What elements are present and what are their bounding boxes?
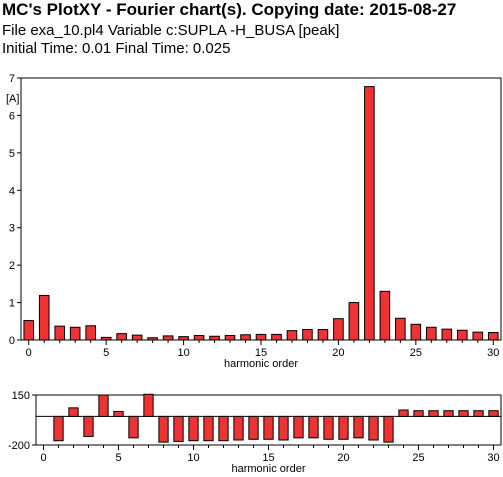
x-tick-label: 25 <box>412 452 424 464</box>
bar-harmonic-14 <box>248 415 259 440</box>
bar-harmonic-13 <box>233 415 244 441</box>
bar-harmonic-19 <box>323 415 334 440</box>
bar-harmonic-3 <box>69 326 81 341</box>
y-tick-label: 150 <box>12 390 30 402</box>
bar-harmonic-5 <box>100 336 112 341</box>
bar-harmonic-17 <box>293 415 304 439</box>
bar-harmonic-24 <box>398 409 409 417</box>
bar-harmonic-21 <box>353 415 364 439</box>
bar-harmonic-6 <box>116 333 127 341</box>
bar-harmonic-16 <box>278 415 289 441</box>
bar-harmonic-23 <box>383 415 394 443</box>
y-tick-label: 4 <box>9 185 15 197</box>
bar-harmonic-0 <box>23 320 35 341</box>
bar-harmonic-18 <box>302 329 313 341</box>
bar-harmonic-19 <box>317 329 329 341</box>
x-tick-label: 20 <box>332 347 344 359</box>
x-tick-label: 5 <box>103 347 109 359</box>
bar-harmonic-1 <box>53 415 64 442</box>
bar-harmonic-15 <box>263 415 274 440</box>
bar-harmonic-20 <box>333 318 344 341</box>
bar-harmonic-7 <box>143 393 154 417</box>
time-range-info: Initial Time: 0.01 Final Time: 0.025 <box>2 40 231 57</box>
bar-harmonic-12 <box>209 335 220 341</box>
bar-harmonic-17 <box>286 330 298 341</box>
y-tick-label: 3 <box>9 223 15 235</box>
bar-harmonic-18 <box>308 415 319 439</box>
x-tick-label: 0 <box>40 452 46 464</box>
bar-harmonic-21 <box>348 302 360 341</box>
bar-harmonic-25 <box>413 410 424 417</box>
phase-chart: 0 5 10 15 20 25 30 150 -200 harmonic order <box>8 390 502 475</box>
bar-harmonic-20 <box>338 415 349 440</box>
bar-harmonic-26 <box>426 326 437 341</box>
x-tick-label: 15 <box>255 347 267 359</box>
bar-harmonic-3 <box>83 415 94 437</box>
bar-harmonic-8 <box>147 337 158 341</box>
file-variable-info: File exa_10.pl4 Variable c:SUPLA -H_BUSA… <box>2 22 340 39</box>
bar-harmonic-4 <box>85 325 96 341</box>
bar-harmonic-27 <box>443 410 454 417</box>
bar-harmonic-13 <box>224 335 236 341</box>
bar-harmonic-30 <box>487 332 499 341</box>
bar-harmonic-28 <box>456 329 468 341</box>
bar-harmonic-12 <box>218 415 229 442</box>
x-tick-label: 30 <box>487 347 499 359</box>
chart-title: MC's PlotXY - Fourier chart(s). Copying … <box>2 0 457 19</box>
y-axis-unit: [A] <box>6 93 19 105</box>
bar-harmonic-1 <box>38 294 50 341</box>
bar-harmonic-2 <box>54 325 66 341</box>
bar-harmonic-14 <box>240 334 251 341</box>
bar-harmonic-11 <box>193 335 205 341</box>
bar-harmonic-22 <box>364 86 375 341</box>
bar-harmonic-4 <box>98 394 109 417</box>
bar-harmonic-11 <box>203 415 214 442</box>
x-tick-label: 15 <box>262 452 274 464</box>
x-tick-label: 5 <box>115 452 121 464</box>
bar-harmonic-16 <box>271 333 282 341</box>
bar-harmonic-6 <box>128 415 139 439</box>
x-axis-title: harmonic order <box>224 358 298 370</box>
bar-harmonic-2 <box>68 407 79 417</box>
x-axis-title: harmonic order <box>232 463 306 475</box>
bar-harmonic-25 <box>410 323 422 341</box>
bar-harmonic-29 <box>473 410 484 417</box>
y-tick-label: 0 <box>9 335 15 347</box>
y-tick-label: -200 <box>8 440 30 452</box>
bar-harmonic-24 <box>395 317 406 341</box>
bar-harmonic-8 <box>158 415 169 443</box>
y-tick-label: 2 <box>9 260 15 272</box>
bar-harmonic-9 <box>173 415 184 442</box>
bar-harmonic-30 <box>488 410 499 417</box>
bar-harmonic-9 <box>162 335 174 341</box>
bar-harmonic-22 <box>368 415 379 441</box>
bar-harmonic-10 <box>178 336 189 341</box>
bar-harmonic-29 <box>472 331 484 341</box>
y-tick-label: 1 <box>9 298 15 310</box>
x-tick-label: 10 <box>177 347 189 359</box>
bar-harmonic-10 <box>188 415 199 442</box>
bar-harmonic-5 <box>113 410 124 417</box>
x-tick-label: 0 <box>26 347 32 359</box>
x-tick-label: 10 <box>187 452 199 464</box>
bar-harmonic-23 <box>379 290 391 341</box>
bar-harmonic-7 <box>131 334 143 341</box>
bar-harmonic-27 <box>441 328 453 341</box>
x-tick-label: 25 <box>410 347 422 359</box>
y-tick-label: 7 <box>9 73 15 85</box>
y-tick-label: 6 <box>9 110 15 122</box>
x-tick-label: 30 <box>487 452 499 464</box>
x-tick-label: 20 <box>337 452 349 464</box>
bar-harmonic-26 <box>428 410 439 417</box>
amplitude-chart: 0 5 10 15 20 25 30 0 1 2 3 4 5 6 7 harmonic order [A] <box>6 73 502 370</box>
y-tick-label: 5 <box>9 148 15 160</box>
bar-harmonic-15 <box>255 333 267 341</box>
plot-frame <box>20 77 502 341</box>
bar-harmonic-28 <box>458 410 469 417</box>
